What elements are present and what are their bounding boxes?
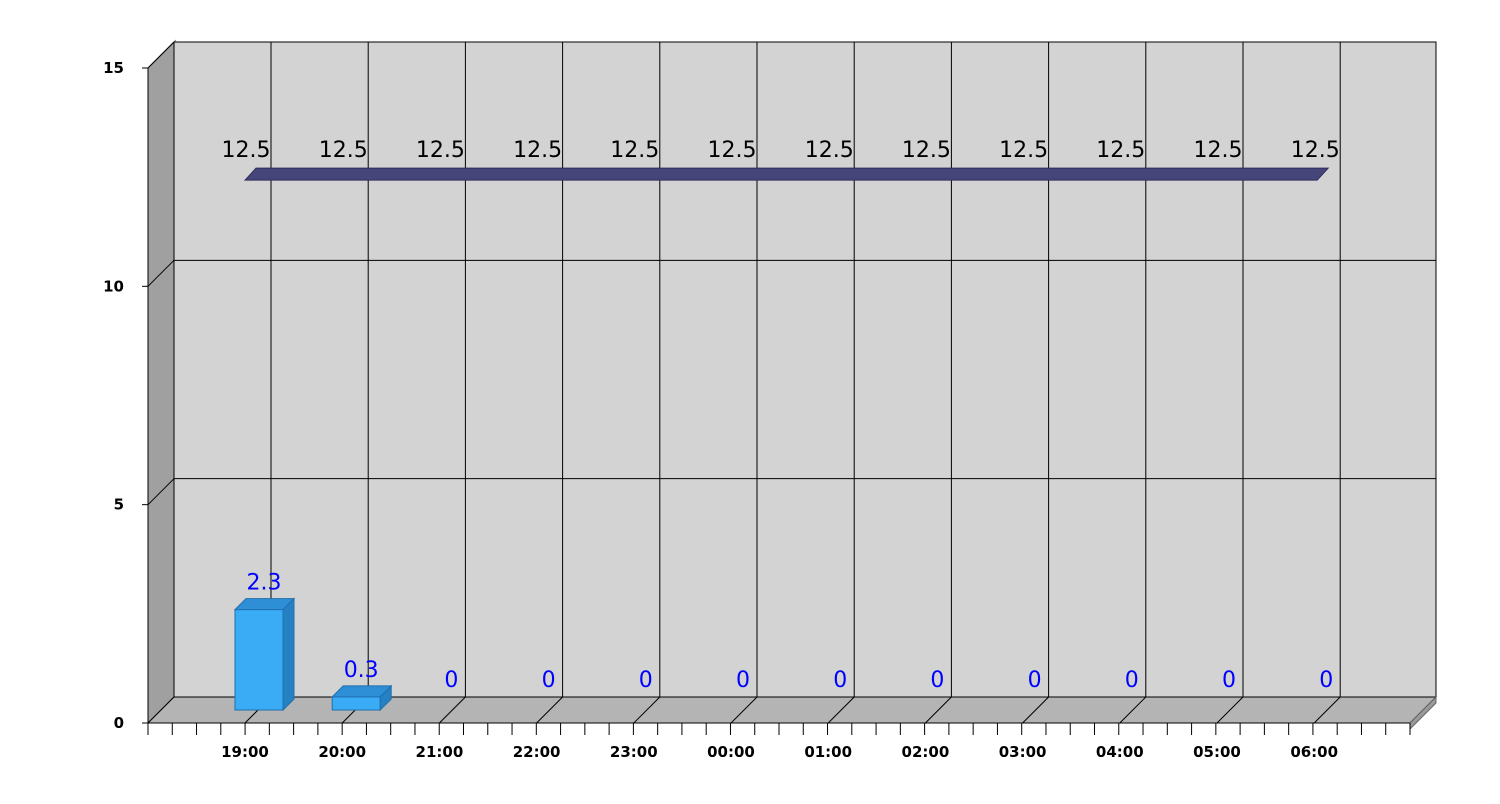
bar-value-label: 0.3 xyxy=(344,658,379,683)
y-tick-label: 15 xyxy=(103,59,124,77)
bar-value-label: 0 xyxy=(639,668,653,693)
bar xyxy=(234,609,284,711)
x-tick-label: 04:00 xyxy=(1096,743,1144,761)
x-gridline-floor xyxy=(1022,696,1049,724)
line-series-ribbon xyxy=(243,167,1330,181)
bar-side xyxy=(282,597,295,712)
bar-value-label: 0 xyxy=(1028,668,1042,693)
y-tick-label: 0 xyxy=(114,714,124,732)
bar-value-label: 0 xyxy=(736,668,750,693)
x-tick-label: 02:00 xyxy=(902,743,950,761)
bar-side xyxy=(379,684,392,712)
y-gridline-side xyxy=(147,259,175,287)
x-gridline-floor xyxy=(730,696,758,724)
x-tick-label: 23:00 xyxy=(610,743,658,761)
y-tick-label: 10 xyxy=(103,277,124,295)
x-tick-label: 20:00 xyxy=(318,743,366,761)
x-gridline-floor xyxy=(1119,696,1147,724)
line-value-label: 12.5 xyxy=(902,138,951,163)
x-gridline-floor xyxy=(827,696,855,724)
x-gridline-floor xyxy=(633,696,661,724)
line-value-label: 12.5 xyxy=(708,138,757,163)
line-value-label: 12.5 xyxy=(1194,138,1243,163)
bar-value-label: 0 xyxy=(444,668,458,693)
x-tick-label: 06:00 xyxy=(1290,743,1338,761)
x-tick-label: 03:00 xyxy=(999,743,1047,761)
bar xyxy=(331,696,381,711)
x-tick-label: 05:00 xyxy=(1193,743,1241,761)
bar-value-label: 0 xyxy=(1319,668,1333,693)
plot-back-wall xyxy=(173,41,1437,698)
line-value-label: 12.5 xyxy=(805,138,854,163)
x-tick-label: 21:00 xyxy=(416,743,464,761)
x-tick-label: 01:00 xyxy=(804,743,852,761)
x-gridline-floor xyxy=(439,696,466,724)
line-value-label: 12.5 xyxy=(416,138,465,163)
y-tick-label: 5 xyxy=(114,496,124,514)
x-gridline-floor xyxy=(536,696,563,724)
x-gridline-floor xyxy=(925,696,952,724)
y-gridline-side xyxy=(147,478,175,506)
line-value-label: 12.5 xyxy=(610,138,659,163)
bar-value-label: 2.3 xyxy=(247,571,282,596)
y-gridline-side xyxy=(147,41,175,69)
x-tick-label: 00:00 xyxy=(707,743,755,761)
line-value-label: 12.5 xyxy=(513,138,562,163)
x-gridline-floor xyxy=(1216,696,1244,724)
bar-value-label: 0 xyxy=(1222,668,1236,693)
line-value-label: 12.5 xyxy=(319,138,368,163)
bar-value-label: 0 xyxy=(1125,668,1139,693)
line-value-label: 12.5 xyxy=(222,138,271,163)
bar-value-label: 0 xyxy=(542,668,556,693)
x-gridline-floor xyxy=(1313,696,1341,724)
bar-value-label: 0 xyxy=(930,668,944,693)
x-tick-label: 19:00 xyxy=(221,743,269,761)
plot-side-wall xyxy=(147,40,175,725)
line-value-label: 12.5 xyxy=(1096,138,1145,163)
line-value-label: 12.5 xyxy=(1291,138,1340,163)
line-value-label: 12.5 xyxy=(999,138,1048,163)
bar-value-label: 0 xyxy=(833,668,847,693)
x-tick-label: 22:00 xyxy=(513,743,561,761)
